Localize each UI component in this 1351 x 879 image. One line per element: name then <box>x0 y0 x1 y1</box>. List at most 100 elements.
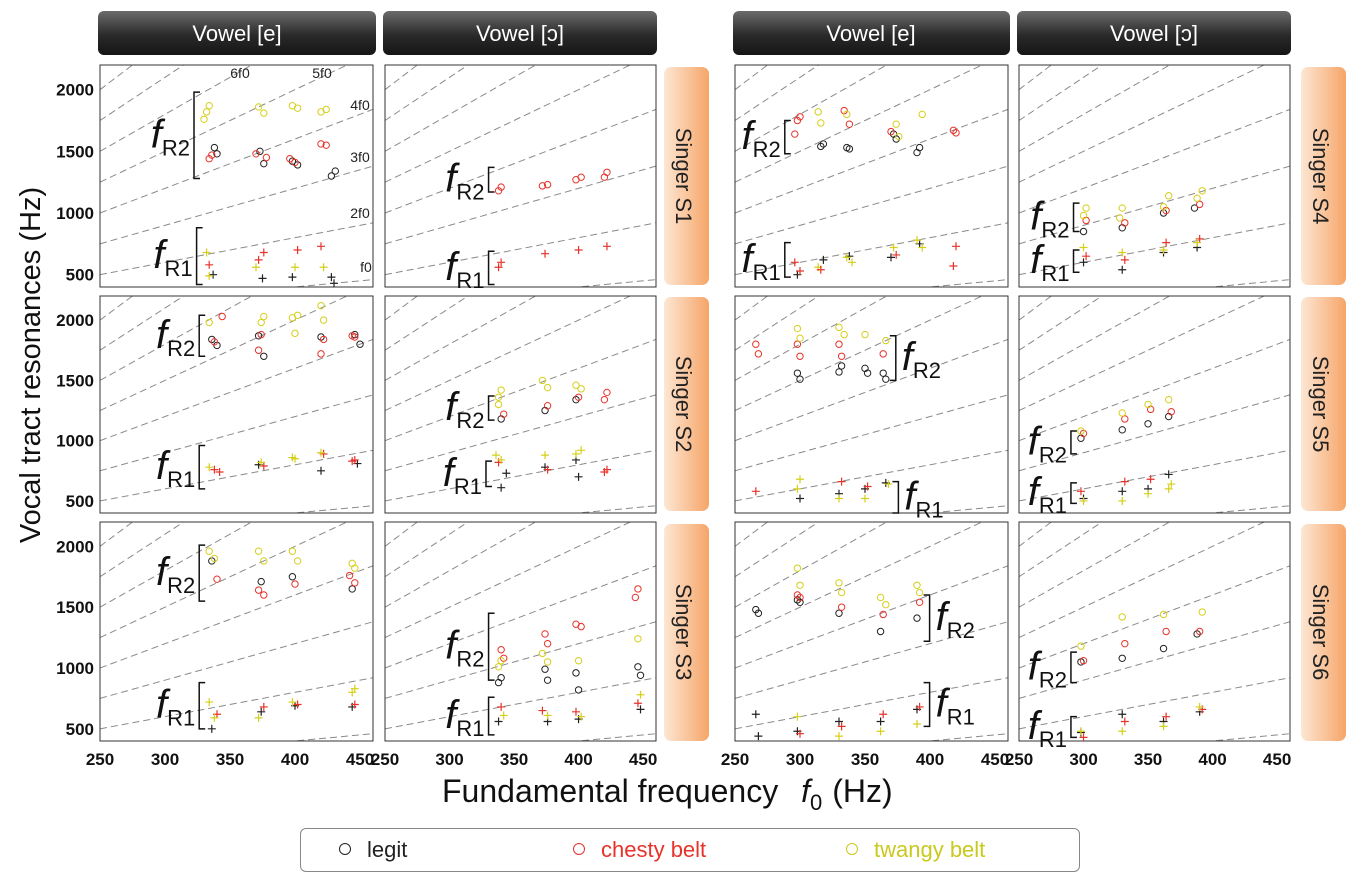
resonance-r1-point <box>543 465 552 474</box>
resonance-r2-point <box>882 601 890 609</box>
resonance-r1-point <box>293 246 302 254</box>
resonance-r2-point <box>796 593 804 602</box>
harmonic-line <box>385 296 537 381</box>
resonance-r2-point <box>210 554 219 563</box>
resonance-r2-point <box>819 140 828 148</box>
resonance-r2-point <box>796 334 804 342</box>
bracket-label-r1: fR1 <box>443 451 482 499</box>
resonance-r2-point <box>915 598 924 606</box>
harmonic-label: 3f0 <box>350 149 370 165</box>
resonance-r1-point <box>319 263 328 272</box>
resonance-r2-point <box>577 622 585 631</box>
bracket-r1 <box>784 241 791 278</box>
harmonic-lines <box>100 522 373 741</box>
bracket-r1 <box>892 480 900 514</box>
singer-label: Singer S1 <box>671 128 696 225</box>
resonance-r2-point <box>208 335 216 344</box>
harmonic-label: 4f0 <box>350 97 370 113</box>
bracket-label-r1: fR1 <box>1028 704 1067 752</box>
resonance-r2-point <box>837 362 846 370</box>
resonance-r1-point <box>291 263 299 272</box>
harmonic-lines <box>735 65 1008 287</box>
resonance-r2-point <box>861 330 869 339</box>
resonance-r1-point <box>288 453 297 462</box>
resonance-r1-point <box>350 455 359 464</box>
resonance-r1-point <box>633 699 642 708</box>
resonance-r2-point <box>260 557 268 565</box>
y-tick-label: 500 <box>66 266 94 285</box>
resonance-r2-point <box>345 571 354 580</box>
resonance-r2-point <box>208 151 216 159</box>
resonance-r1-point <box>1076 487 1085 496</box>
harmonic-line <box>1207 279 1290 287</box>
resonance-r2-point <box>205 318 213 327</box>
panel-s2-o: fR2 fR1 <box>384 295 657 514</box>
resonance-r2-point <box>205 547 213 555</box>
column-header-2: Vowel [ɔ] <box>383 11 657 55</box>
bracket-label-r2: fR2 <box>1030 194 1069 242</box>
harmonic-line <box>1207 733 1290 741</box>
resonance-r1-point <box>1118 496 1127 505</box>
resonance-r2-point <box>543 180 552 189</box>
resonance-r2-point <box>262 153 271 162</box>
resonance-r1-point <box>1164 470 1173 479</box>
harmonic-line <box>735 522 984 639</box>
x-tick-label: 450 <box>1263 750 1291 769</box>
harmonic-line <box>100 296 349 411</box>
resonance-r2-point <box>205 102 213 110</box>
resonance-r1-point <box>1118 265 1127 274</box>
resonance-r2-point <box>840 330 848 339</box>
column-header-1: Vowel [e] <box>98 11 376 55</box>
resonance-r2-point <box>882 336 890 345</box>
harmonic-line <box>735 296 888 381</box>
resonance-r1-point <box>497 455 506 464</box>
resonance-r1-point <box>497 483 506 492</box>
harmonic-line <box>385 449 656 502</box>
resonance-r2-point <box>1115 214 1124 222</box>
x-axis-title-text: Fundamental frequency <box>442 773 778 809</box>
resonance-r1-point <box>254 713 263 722</box>
harmonic-line <box>385 621 656 699</box>
x-tick-label: 400 <box>564 750 592 769</box>
harmonic-line <box>1019 65 1266 183</box>
harmonic-line <box>1019 522 1103 578</box>
resonance-r1-point <box>1120 717 1129 726</box>
harmonic-line <box>385 108 656 214</box>
resonance-r1-point <box>350 684 359 693</box>
resonance-r2-point <box>863 369 872 377</box>
harmonic-line <box>100 222 373 276</box>
resonance-r1-point <box>796 475 804 484</box>
bracket-label-r2: fR2 <box>936 595 975 643</box>
bracket-label-sub: R1 <box>456 716 484 741</box>
y-tick-label: 500 <box>66 492 94 511</box>
resonance-r1-point <box>491 451 500 460</box>
harmonic-line <box>1019 296 1266 411</box>
resonance-r2-point <box>793 340 802 348</box>
resonance-r1-point <box>258 274 267 283</box>
harmonic-line <box>1019 565 1290 669</box>
panel-frame <box>384 521 657 742</box>
resonance-r2-point <box>817 119 825 127</box>
harmonic-line <box>1019 222 1290 276</box>
resonance-r2-point <box>254 547 263 555</box>
harmonic-lines <box>385 65 656 287</box>
resonance-r1-point <box>884 480 893 489</box>
resonance-r2-point <box>835 323 843 332</box>
resonance-r2-point <box>577 385 585 393</box>
harmonic-lines <box>735 296 1008 513</box>
resonance-r2-point <box>1164 395 1173 404</box>
resonance-r1-point <box>1144 489 1153 498</box>
resonance-r2-point <box>1082 204 1090 212</box>
x-tick-label: 300 <box>1069 750 1097 769</box>
bracket-label-sub: R1 <box>1041 261 1069 286</box>
resonance-r1-point <box>636 690 645 699</box>
harmonic-line <box>100 394 373 472</box>
resonance-r2-point <box>752 340 760 348</box>
bracket-r2 <box>193 91 200 180</box>
resonance-r2-point <box>892 120 900 128</box>
resonance-r1-point <box>317 466 325 475</box>
resonance-r1-point <box>816 265 825 274</box>
resonance-r2-point <box>200 115 208 123</box>
harmonic-line <box>100 621 373 699</box>
harmonic-line <box>385 677 656 730</box>
